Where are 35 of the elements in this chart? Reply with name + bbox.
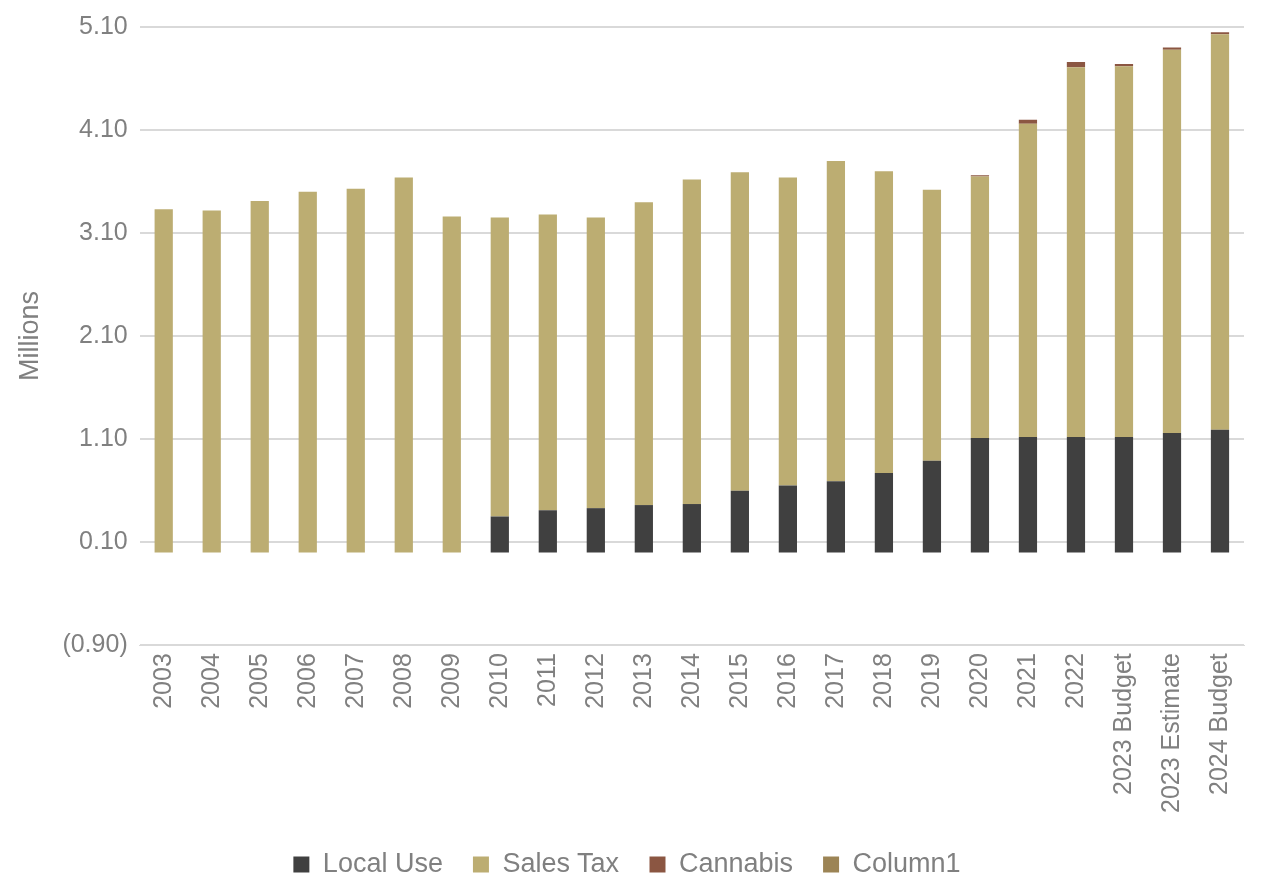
x-tick-label: 2011 <box>531 653 560 707</box>
y-tick-label: 0.10 <box>79 526 128 555</box>
x-tick-label: 2023 Estimate <box>1155 653 1184 814</box>
x-tick-label: 2009 <box>435 653 464 709</box>
x-tick-label: 2017 <box>819 653 848 709</box>
x-tick-label: 2014 <box>675 653 704 709</box>
x-tick-label: 2019 <box>915 653 944 709</box>
x-tick-label: 2023 Budget <box>1107 653 1136 795</box>
x-tick-label: 2006 <box>291 653 320 709</box>
x-tick-label: 2003 <box>147 653 176 709</box>
x-tick-label: 2004 <box>195 653 224 709</box>
x-tick-label: 2005 <box>243 653 272 709</box>
y-tick-label: 1.10 <box>79 423 128 452</box>
legend-label: Sales Tax <box>502 847 620 878</box>
x-tick-label: 2020 <box>963 653 992 709</box>
y-tick-label: 3.10 <box>79 216 128 245</box>
x-tick-label: 2024 Budget <box>1203 653 1232 795</box>
x-tick-label: 2010 <box>483 653 512 709</box>
legend-label: Column1 <box>852 847 961 878</box>
x-tick-label: 2016 <box>771 653 800 709</box>
y-tick-label: 2.10 <box>79 319 128 348</box>
x-tick-label: 2022 <box>1059 653 1088 709</box>
y-tick-label: (0.90) <box>62 629 128 658</box>
x-tick-label: 2018 <box>867 653 896 709</box>
y-tick-label: 5.10 <box>79 10 128 39</box>
x-tick-label: 2015 <box>723 653 752 709</box>
y-axis-title: Millions <box>13 291 44 382</box>
x-tick-label: 2012 <box>579 653 608 709</box>
legend-label: Cannabis <box>678 847 794 878</box>
x-tick-label: 2007 <box>339 653 368 709</box>
x-tick-label: 2013 <box>627 653 656 709</box>
y-tick-label: 4.10 <box>79 113 128 142</box>
x-tick-label: 2008 <box>387 653 416 709</box>
x-tick-label: 2021 <box>1011 653 1040 709</box>
legend-label: Local Use <box>322 847 443 878</box>
